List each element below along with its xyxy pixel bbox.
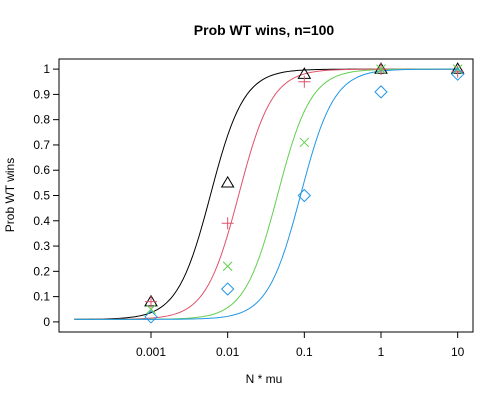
point-series-2-2 [221, 217, 234, 230]
point-series-2-1 [145, 295, 157, 308]
curve-series-4 [74, 68, 458, 320]
point-series-4-3 [297, 188, 312, 203]
y-tick-label: 0.8 [33, 113, 50, 127]
point-series-2-3 [298, 75, 311, 88]
y-tick-label: 0.7 [33, 138, 50, 152]
y-axis: 0 0.1 0.2 0.3 0.4 0.5 0.6 0.7 0.8 0.9 1 [33, 62, 60, 329]
point-series-3-2 [222, 261, 233, 272]
point-series-4-1 [144, 310, 158, 324]
x-tick-label: 1 [378, 345, 385, 359]
point-series-3-4 [376, 64, 386, 74]
y-tick-label: 0.6 [33, 163, 50, 177]
curve-series-1 [74, 68, 458, 320]
x-tick-label: 0.01 [216, 345, 240, 359]
curve-series-3 [74, 68, 458, 320]
point-series-3-3 [299, 137, 310, 148]
data-markers [144, 62, 465, 324]
point-series-1-2 [220, 175, 235, 188]
point-series-3-1 [146, 304, 156, 315]
fitted-curves [74, 68, 458, 320]
point-series-4-5 [450, 67, 465, 81]
y-tick-label: 1 [43, 62, 50, 76]
x-tick-label: 10 [451, 345, 465, 359]
y-tick-label: 0.1 [33, 290, 50, 304]
x-tick-label: 0.001 [136, 345, 166, 359]
y-tick-label: 0.3 [33, 239, 50, 253]
point-series-3-5 [452, 64, 463, 74]
y-tick-label: 0.4 [33, 214, 50, 228]
y-tick-label: 0.2 [33, 264, 50, 278]
x-axis: 0.001 0.01 0.1 1 10 [136, 331, 465, 359]
curve-series-2 [74, 68, 458, 320]
x-axis-label: N * mu [246, 372, 283, 386]
chart-title: Prob WT wins, n=100 [194, 22, 335, 38]
y-axis-label: Prob WT wins [3, 158, 17, 232]
point-series-4-2 [220, 282, 235, 296]
y-tick-label: 0.5 [33, 189, 50, 203]
point-series-4-4 [374, 85, 388, 99]
x-tick-label: 0.1 [296, 345, 313, 359]
y-tick-label: 0 [43, 315, 50, 329]
y-tick-label: 0.9 [33, 87, 50, 101]
